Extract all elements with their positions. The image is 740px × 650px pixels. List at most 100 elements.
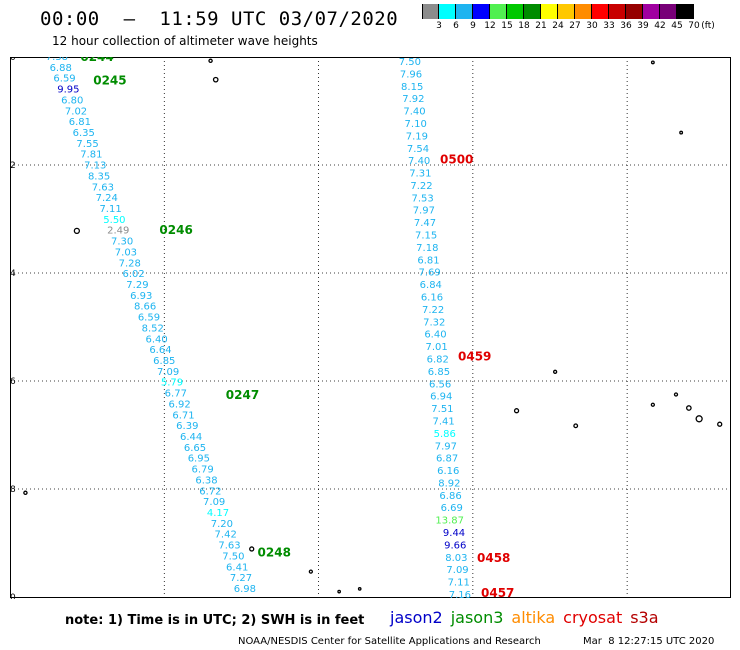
- color-scale-swatch: [456, 4, 473, 19]
- color-scale-unit: (ft): [701, 21, 715, 31]
- island-marker: [337, 589, 341, 594]
- color-scale-labels: 3 6 9 12 15 18 21 24 27 30 33 36 39 42 45 70 (ft): [422, 19, 715, 31]
- latitude-label: -12: [10, 161, 16, 171]
- island-marker: [717, 421, 723, 427]
- track-a-swh-value: 6.79: [192, 465, 214, 476]
- track-a-swh-value: 6.02: [122, 269, 144, 280]
- track-a-swh-value: 8.66: [134, 302, 156, 313]
- track-a-swh-value: 6.72: [199, 486, 221, 497]
- track-a-swh-value: 6.95: [188, 454, 210, 465]
- track-b-swh-value: 7.53: [412, 193, 434, 204]
- track-b-swh-value: 7.31: [409, 169, 431, 180]
- track-b-swh-value: 7.01: [425, 342, 447, 353]
- track-b-swh-value: 8.03: [445, 553, 467, 564]
- track-b-swh-value: 7.32: [423, 317, 445, 328]
- color-scale-label: 27: [569, 21, 581, 31]
- track-b-swh-value: 6.56: [429, 379, 451, 390]
- track-a-swh-value: 6.38: [195, 475, 217, 486]
- color-scale-label: 12: [484, 21, 496, 31]
- color-scale-swatch: [643, 4, 660, 19]
- color-scale-swatch: [677, 4, 694, 19]
- track-a-swh-value: 6.81: [69, 117, 91, 128]
- track-a-swh-value: 4.17: [207, 508, 229, 519]
- color-scale-swatch: [524, 4, 541, 19]
- color-scale-label: 42: [654, 21, 666, 31]
- track-a-swh-value: 7.81: [80, 150, 102, 161]
- map-title: 00:00 – 11:59 UTC 03/07/2020: [40, 8, 399, 30]
- track-a-swh-value: 5.79: [161, 378, 183, 389]
- latitude-label: -16: [10, 377, 16, 387]
- track-a-swh-value: 8.52: [142, 323, 164, 334]
- island-marker: [23, 490, 28, 496]
- color-scale-swatches: [422, 4, 694, 19]
- track-a-swh-value: 7.11: [99, 204, 121, 215]
- track-b-swh-value: 7.40: [403, 107, 425, 118]
- map-frame: [10, 57, 731, 598]
- track-b-swh-value: 7.11: [448, 578, 470, 589]
- track-b-swh-value: 6.69: [441, 503, 463, 514]
- satellite-legend-s3a: s3a: [630, 608, 659, 627]
- track-b-swh-value: 6.85: [428, 367, 450, 378]
- track-b-swh-value: 8.92: [438, 478, 460, 489]
- track-b-swh-value: 7.15: [415, 231, 437, 242]
- track-b-swh-value: 7.50: [399, 57, 421, 68]
- track-b-swh-value: 7.18: [416, 243, 438, 254]
- track-a-swh-value: 5.50: [103, 215, 125, 226]
- track-b-swh-value: 6.40: [424, 330, 446, 341]
- map-note: note: 1) Time is in UTC; 2) SWH is in fe…: [65, 613, 365, 628]
- satellite-legend-jason3: jason3: [450, 608, 504, 627]
- track-a-swh-value: 7.09: [203, 497, 225, 508]
- track-b-swh-value: 7.97: [435, 441, 457, 452]
- footer-credit: NOAA/NESDIS Center for Satellite Applica…: [238, 636, 541, 647]
- color-scale-label: 18: [518, 21, 530, 31]
- track-a-swh-value: 7.38: [46, 57, 68, 63]
- track-a-swh-value: 2.49: [107, 226, 129, 237]
- track-a-swh-value: 6.35: [73, 128, 95, 139]
- track-a-swh-value: 8.35: [88, 171, 110, 182]
- island-marker: [650, 402, 656, 407]
- track-a-swh-value: 7.50: [222, 551, 244, 562]
- color-scale-swatch: [592, 4, 609, 19]
- track-b-swh-value: 7.69: [419, 268, 441, 279]
- island-marker: [73, 227, 81, 235]
- track-b-swh-value: 9.66: [444, 540, 466, 551]
- track-b-swh-value: 6.81: [417, 255, 439, 266]
- island-marker: [686, 405, 692, 411]
- track-b-swh-value: 8.15: [401, 82, 423, 93]
- color-scale-swatch: [473, 4, 490, 19]
- color-scale-label: 70: [688, 21, 700, 31]
- map-subtitle: 12 hour collection of altimeter wave hei…: [52, 34, 318, 48]
- track-a-swh-value: 6.40: [145, 334, 167, 345]
- track-b-swh-value: 7.47: [414, 218, 436, 229]
- island-marker: [679, 130, 684, 135]
- color-scale-swatch: [575, 4, 592, 19]
- color-scale-swatch: [660, 4, 677, 19]
- latitude-label: -18: [10, 485, 16, 495]
- track-a-swh-value: 6.88: [50, 63, 72, 74]
- satellite-legend-jason2: jason2: [390, 608, 443, 627]
- track-a-swh-value: 7.63: [218, 541, 240, 552]
- island-marker: [249, 546, 255, 552]
- track-a-swh-value: 7.63: [92, 182, 114, 193]
- altimeter-map: -165-162-159-156-153-15-10-12-14-16-18-2…: [10, 57, 731, 599]
- color-scale-label: 15: [501, 21, 513, 31]
- track-a-time-label: 0248: [258, 546, 291, 560]
- track-a-swh-value: 6.59: [138, 313, 160, 324]
- track-b-swh-value: 6.84: [420, 280, 442, 291]
- track-a-swh-value: 7.55: [76, 139, 98, 150]
- color-scale-label: 3: [436, 21, 442, 31]
- track-b-time-label: 0459: [458, 350, 491, 364]
- track-b-swh-value: 7.92: [402, 94, 424, 105]
- color-scale-swatch: [609, 4, 626, 19]
- island-marker: [552, 369, 558, 374]
- track-b-swh-value: 7.22: [422, 305, 444, 316]
- track-a-swh-value: 6.44: [180, 432, 202, 443]
- track-a-swh-value: 7.30: [111, 237, 133, 248]
- track-a-swh-value: 7.09: [157, 367, 179, 378]
- track-b-swh-value: 7.54: [407, 144, 429, 155]
- track-b-swh-value: 9.44: [443, 528, 465, 539]
- color-scale-label: 6: [453, 21, 459, 31]
- satellite-legend: jason2 jason3 altika cryosat s3a: [390, 608, 667, 627]
- track-a-swh-value: 7.42: [215, 530, 237, 541]
- track-a-swh-value: 6.64: [149, 345, 171, 356]
